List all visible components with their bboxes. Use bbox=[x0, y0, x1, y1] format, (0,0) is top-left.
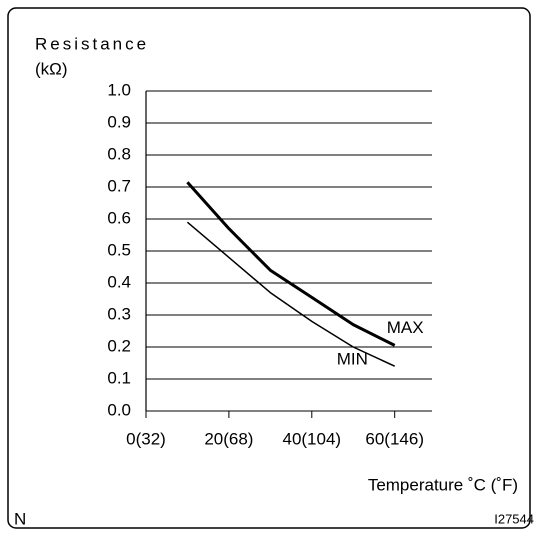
frame bbox=[7, 7, 531, 529]
x-axis-label: Temperature ˚C (˚F) bbox=[368, 475, 518, 494]
x-tick-label: 40(104) bbox=[282, 429, 341, 448]
x-tick-label: 60(146) bbox=[365, 429, 424, 448]
series-label: MIN bbox=[337, 350, 368, 369]
y-tick-label: 0.3 bbox=[107, 304, 131, 323]
y-tick-label: 0.0 bbox=[107, 400, 131, 419]
series-line bbox=[186, 181, 396, 347]
y-tick-label: 0.7 bbox=[107, 176, 131, 195]
series-label: MAX bbox=[387, 318, 424, 337]
y-tick-label: 1.0 bbox=[107, 80, 131, 99]
figure-id: I27544 bbox=[494, 511, 534, 526]
y-tick-label: 0.1 bbox=[107, 368, 131, 387]
chart-title: Resistance bbox=[35, 34, 149, 53]
y-tick-label: 0.4 bbox=[107, 272, 131, 291]
y-tick-label: 0.6 bbox=[107, 208, 131, 227]
y-tick-label: 0.8 bbox=[107, 144, 131, 163]
series-line bbox=[186, 221, 396, 367]
corner-label: N bbox=[14, 509, 26, 528]
y-tick-label: 0.9 bbox=[107, 112, 131, 131]
x-tick-label: 20(68) bbox=[204, 429, 253, 448]
y-tick-label: 0.5 bbox=[107, 240, 131, 259]
x-tick-label: 0(32) bbox=[126, 429, 166, 448]
y-tick-label: 0.2 bbox=[107, 336, 131, 355]
y-axis-label: (kΩ) bbox=[35, 59, 68, 78]
